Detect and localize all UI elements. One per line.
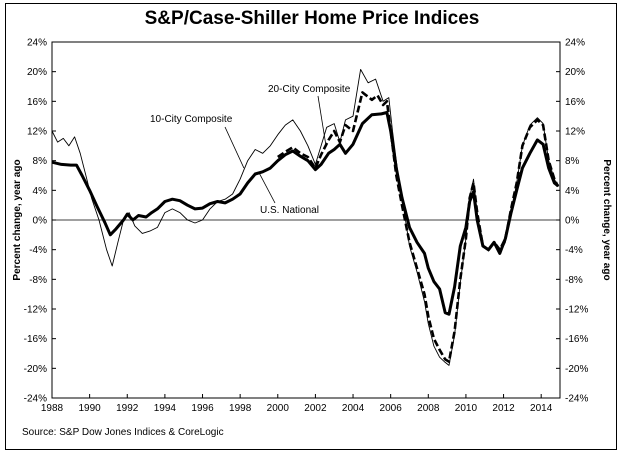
- x-tick-label: 2008: [417, 403, 440, 414]
- chart-frame: [5, 3, 617, 450]
- x-tick-label: 2000: [267, 403, 290, 414]
- x-tick-label: 2004: [342, 403, 365, 414]
- y-axis-label-left: Percent change, year ago: [12, 159, 23, 280]
- y-tick-label-right: -24%: [565, 394, 588, 405]
- y-axis-label-right: Percent change, year ago: [601, 159, 612, 280]
- leader-line-20-city-composite: [317, 95, 327, 145]
- x-tick-label: 2012: [492, 403, 515, 414]
- y-tick-label-right: 12%: [565, 127, 585, 138]
- chart-title: S&P/Case-Shiller Home Price Indices: [144, 8, 480, 29]
- x-tick-label: 2010: [455, 403, 478, 414]
- labels-layer: U.S. National 20-City Composite 10-City Co…: [150, 84, 351, 216]
- y-tick-label-right: -16%: [565, 334, 588, 345]
- y-tick-label-right: -8%: [565, 275, 583, 286]
- x-tick-label: 1990: [79, 403, 102, 414]
- x-tick-label: 1998: [229, 403, 252, 414]
- y-tick-label-left: 20%: [27, 67, 47, 78]
- source-note: Source: S&P Dow Jones Indices & CoreLogi…: [22, 427, 224, 438]
- series-layer: [51, 68, 560, 366]
- y-tick-label-left: -8%: [29, 275, 47, 286]
- series-label-u-s-national: U.S. National: [260, 205, 319, 216]
- y-tick-label-left: 0%: [33, 216, 48, 227]
- x-tick-label: 2006: [380, 403, 403, 414]
- y-tick-label-left: -16%: [24, 334, 47, 345]
- y-tick-label-right: 0%: [565, 216, 580, 227]
- y-tick-label-right: 16%: [565, 97, 585, 108]
- y-tick-label-right: 4%: [565, 186, 580, 197]
- x-tick-label: 1994: [154, 403, 177, 414]
- y-tick-label-left: 4%: [33, 186, 48, 197]
- y-tick-label-left: 8%: [33, 156, 48, 167]
- x-tick-label: 2014: [530, 403, 553, 414]
- y-tick-label-left: -4%: [29, 245, 47, 256]
- y-tick-label-right: 20%: [565, 67, 585, 78]
- y-tick-label-left: -20%: [24, 364, 47, 375]
- y-tick-label-right: 8%: [565, 156, 580, 167]
- y-tick-label-right: -12%: [565, 305, 588, 316]
- x-tick-label: 1992: [116, 403, 139, 414]
- leader-line-10-city-composite: [224, 126, 245, 169]
- y-tick-label-left: -24%: [24, 394, 47, 405]
- y-tick-label-left: -12%: [24, 305, 47, 316]
- y-tick-label-right: -4%: [565, 245, 583, 256]
- series-line-10-city-composite: [51, 68, 559, 366]
- series-line-20-city-composite: [277, 91, 560, 363]
- x-tick-label: 2002: [304, 403, 327, 414]
- leader-line-u-s-national: [258, 172, 276, 204]
- y-tick-label-left: 24%: [27, 38, 47, 49]
- series-label-10-city-composite: 10-City Composite: [150, 114, 233, 125]
- y-tick-label-right: -20%: [565, 364, 588, 375]
- series-label-20-city-composite: 20-City Composite: [268, 84, 351, 95]
- y-tick-label-left: 12%: [27, 127, 47, 138]
- y-tick-label-right: 24%: [565, 38, 585, 49]
- axes-layer: -24% -24% -20% -20% -16% -16% -12% -12% -8% -8% -4…: [24, 38, 589, 415]
- y-tick-label-left: 16%: [27, 97, 47, 108]
- x-tick-label: 1996: [191, 403, 214, 414]
- x-tick-label: 1988: [41, 403, 64, 414]
